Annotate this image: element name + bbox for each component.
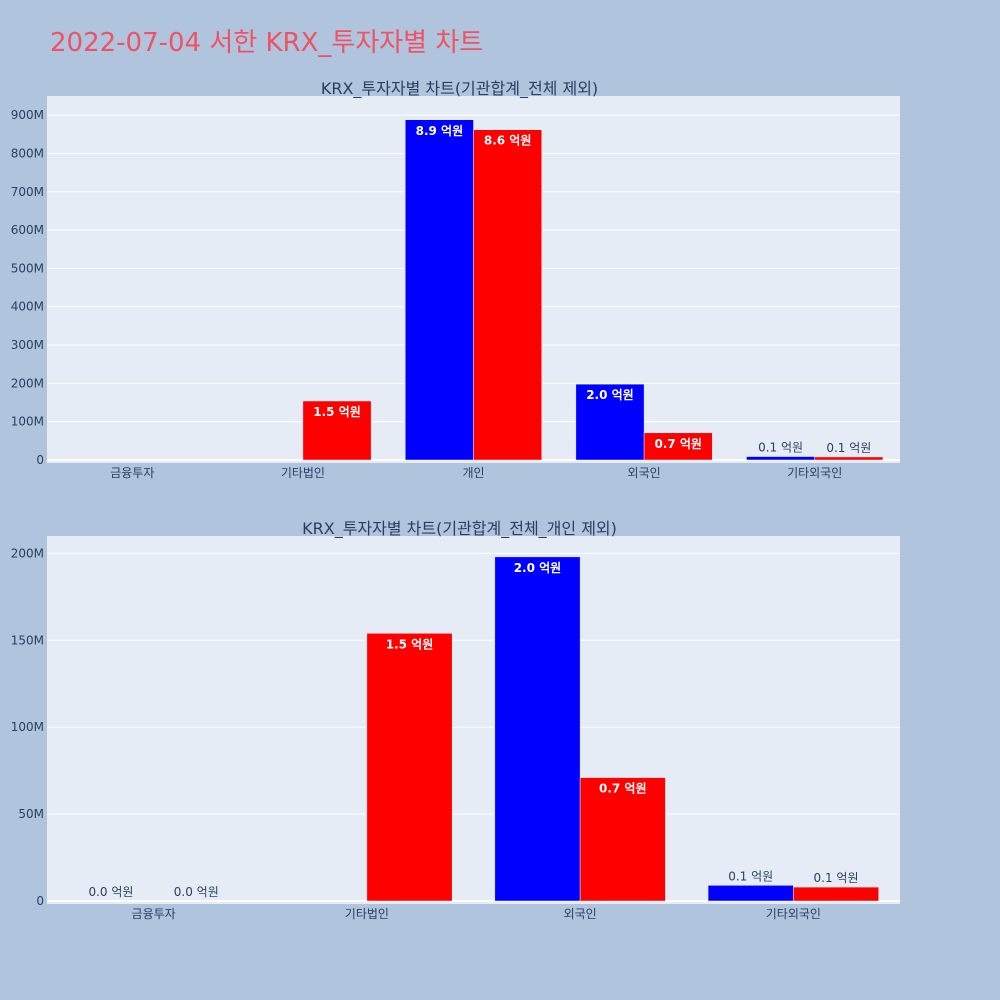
x-tick-label: 개인 <box>462 466 484 480</box>
x-tick-label: 기타법인 <box>281 466 325 480</box>
y-tick-label: 0 <box>36 894 44 908</box>
bar <box>643 432 713 461</box>
y-tick-label: 600M <box>11 223 44 237</box>
x-tick-label: 기타외국인 <box>787 466 842 480</box>
y-tick-label: 400M <box>11 300 44 314</box>
x-tick-label: 금융투자 <box>132 907 176 921</box>
y-tick-label: 100M <box>11 720 44 734</box>
x-tick-label: 외국인 <box>564 907 597 921</box>
y-tick-label: 300M <box>11 338 44 352</box>
bar <box>366 633 453 902</box>
data-label: 0.7 억원 <box>654 437 702 451</box>
x-tick-label: 기타법인 <box>345 907 389 921</box>
bar <box>579 777 666 902</box>
data-label: 0.1 억원 <box>728 869 773 883</box>
y-tick-label: 500M <box>11 261 44 275</box>
data-label: 1.5 억원 <box>313 405 361 419</box>
data-label: 0.7 억원 <box>599 782 647 796</box>
data-label: 8.9 억원 <box>416 124 464 138</box>
y-tick-label: 800M <box>11 146 44 160</box>
y-tick-label: 700M <box>11 185 44 199</box>
bar <box>814 456 884 461</box>
bar <box>793 886 879 902</box>
x-tick-label: 기타외국인 <box>766 907 821 921</box>
data-label: 0.1 억원 <box>814 871 859 885</box>
y-tick-label: 0 <box>36 453 44 467</box>
x-tick-label: 금융투자 <box>110 466 154 480</box>
bar <box>746 456 815 461</box>
y-tick-label: 100M <box>11 415 44 429</box>
chart-title: KRX_투자자별 차트(기관합계_전체_개인 제외) <box>302 519 617 539</box>
data-label: 0.1 억원 <box>826 441 871 455</box>
data-label: 2.0 억원 <box>586 388 634 402</box>
bar <box>302 400 372 461</box>
y-tick-label: 150M <box>11 633 44 647</box>
chart-title: KRX_투자자별 차트(기관합계_전체 제외) <box>321 79 598 99</box>
y-tick-label: 900M <box>11 108 44 122</box>
bar <box>494 556 581 902</box>
y-tick-label: 200M <box>11 376 44 390</box>
bar <box>405 119 474 461</box>
y-tick-label: 200M <box>11 546 44 560</box>
data-label: 0.0 억원 <box>88 885 133 899</box>
y-tick-label: 50M <box>18 807 44 821</box>
bar <box>473 129 542 461</box>
x-tick-label: 외국인 <box>628 466 661 480</box>
data-label: 8.6 억원 <box>484 134 532 148</box>
data-label: 0.1 억원 <box>758 441 803 455</box>
bar <box>575 383 645 461</box>
data-label: 1.5 억원 <box>386 637 434 651</box>
bar <box>707 885 794 902</box>
plot-area <box>47 536 900 904</box>
data-label: 2.0 억원 <box>514 561 562 575</box>
data-label: 0.0 억원 <box>174 885 219 899</box>
page-title: 2022-07-04 서한 KRX_투자자별 차트 <box>50 28 484 58</box>
